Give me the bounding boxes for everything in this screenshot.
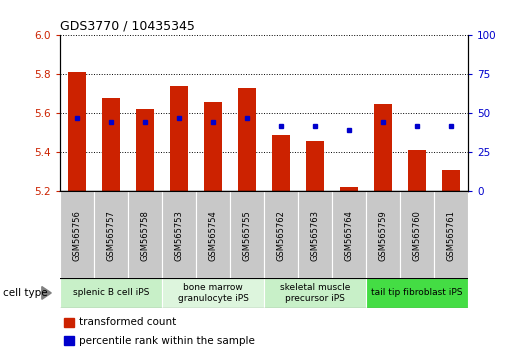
Polygon shape — [42, 287, 51, 299]
Bar — [230, 191, 264, 280]
Bar — [374, 104, 392, 191]
Bar — [366, 278, 468, 308]
Bar — [60, 191, 94, 280]
Bar — [68, 73, 86, 191]
Bar — [170, 86, 188, 191]
Text: tail tip fibroblast iPS: tail tip fibroblast iPS — [371, 289, 463, 297]
Text: transformed count: transformed count — [78, 318, 176, 327]
Text: GSM565758: GSM565758 — [141, 210, 150, 261]
Text: skeletal muscle
precursor iPS: skeletal muscle precursor iPS — [280, 283, 350, 303]
Bar — [408, 150, 426, 191]
Text: cell type: cell type — [3, 288, 47, 298]
Bar — [306, 141, 324, 191]
Bar — [196, 191, 230, 280]
Text: GDS3770 / 10435345: GDS3770 / 10435345 — [60, 20, 195, 33]
Bar — [298, 191, 332, 280]
Bar — [162, 191, 196, 280]
Bar — [64, 318, 74, 327]
Text: GSM565755: GSM565755 — [243, 210, 252, 261]
Text: bone marrow
granulocyte iPS: bone marrow granulocyte iPS — [178, 283, 248, 303]
Text: GSM565762: GSM565762 — [277, 210, 286, 261]
Bar — [102, 98, 120, 191]
Bar — [366, 191, 400, 280]
Bar — [400, 191, 434, 280]
Bar — [332, 191, 366, 280]
Bar — [136, 109, 154, 191]
Bar — [94, 191, 128, 280]
Text: GSM565754: GSM565754 — [209, 210, 218, 261]
Text: GSM565764: GSM565764 — [345, 210, 354, 261]
Text: splenic B cell iPS: splenic B cell iPS — [73, 289, 150, 297]
Text: GSM565759: GSM565759 — [379, 210, 388, 261]
Bar — [128, 191, 162, 280]
Bar — [264, 278, 366, 308]
Bar — [340, 187, 358, 191]
Text: GSM565761: GSM565761 — [447, 210, 456, 261]
Text: GSM565756: GSM565756 — [73, 210, 82, 261]
Text: GSM565753: GSM565753 — [175, 210, 184, 261]
Bar — [60, 278, 162, 308]
Text: GSM565760: GSM565760 — [413, 210, 422, 261]
Text: GSM565763: GSM565763 — [311, 210, 320, 261]
Bar — [238, 88, 256, 191]
Bar — [204, 102, 222, 191]
Bar — [264, 191, 298, 280]
Bar — [64, 336, 74, 345]
Bar — [162, 278, 264, 308]
Text: percentile rank within the sample: percentile rank within the sample — [78, 336, 254, 346]
Bar — [434, 191, 468, 280]
Bar — [272, 135, 290, 191]
Bar — [442, 170, 460, 191]
Text: GSM565757: GSM565757 — [107, 210, 116, 261]
